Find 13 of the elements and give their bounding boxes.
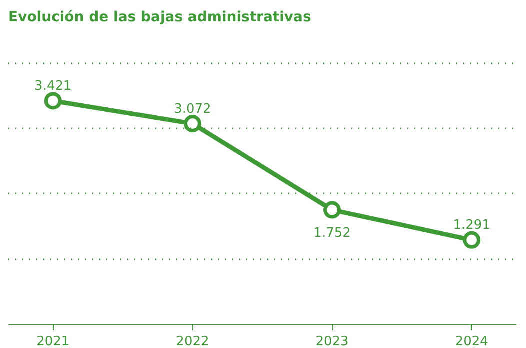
x-tick-label: 2024 (455, 334, 488, 348)
point (463, 231, 481, 249)
point (184, 115, 202, 133)
point (324, 201, 342, 219)
x-tick-label: 2022 (176, 334, 210, 348)
chart-title: Evolución de las bajas administrativas (8, 10, 312, 26)
data-label: 3.072 (174, 102, 212, 117)
data-label: 3.421 (34, 78, 72, 94)
x-tick-label: 2021 (36, 334, 70, 348)
data-label: 1.291 (453, 218, 490, 234)
data-label: 1.752 (314, 226, 351, 242)
x-tick-label: 2023 (316, 334, 349, 348)
point (44, 92, 62, 110)
